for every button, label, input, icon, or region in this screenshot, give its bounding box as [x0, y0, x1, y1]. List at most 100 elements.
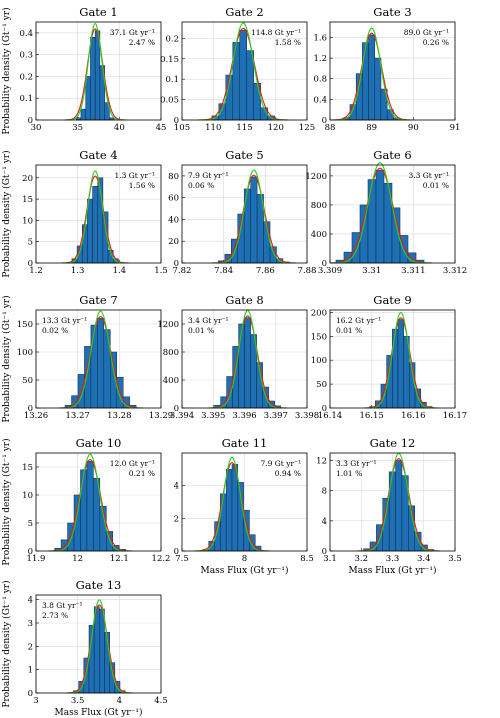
y-tick-label: 0.15: [160, 55, 179, 65]
x-tick-label: 3.312: [443, 266, 467, 276]
histogram-bar: [250, 176, 258, 264]
stats-annotation: 89.0 Gt yr⁻¹: [404, 28, 449, 37]
plot-frame: [35, 164, 162, 264]
y-tick-label: 40: [168, 215, 179, 225]
histogram-bar: [218, 103, 227, 121]
y-axis-label: Probability density (Gt⁻¹ yr): [1, 7, 12, 134]
fit-curve-green: [58, 310, 143, 409]
y-tick-label: 15: [22, 195, 33, 205]
x-tick-label: 3.395: [201, 411, 225, 421]
x-tick-label: 3.397: [264, 411, 288, 421]
x-tick-label: 1.2: [29, 266, 43, 276]
stats-annotation: 7.9 Gt yr⁻¹: [261, 459, 302, 468]
x-tick-label: 115: [236, 123, 252, 133]
y-tick-label: 800: [163, 348, 179, 358]
chart-title: Gate 12: [370, 436, 416, 450]
stats-annotation: 3.4 Gt yr⁻¹: [188, 316, 229, 325]
plot-frame: [329, 164, 456, 264]
y-tick-label: 10: [22, 216, 33, 226]
plot-frame: [35, 21, 162, 121]
y-tick-label: 12: [316, 457, 327, 467]
chart-title: Gate 4: [79, 148, 117, 162]
y-tick-label: 10: [22, 491, 33, 501]
plot-frame: [181, 164, 308, 264]
chart-panel-9: Gate 9 16.14 16.15 16.16 16.17 0 50 100 150 200 16…: [311, 293, 467, 421]
y-tick-label: 0: [174, 547, 179, 557]
chart-title: Gate 10: [76, 436, 122, 450]
y-tick-label: 0.4: [313, 95, 327, 105]
plot-frame: [329, 21, 456, 121]
x-tick-label: 40: [114, 123, 125, 133]
y-tick-label: 0: [174, 404, 179, 414]
chart-title: Gate 9: [373, 293, 411, 307]
y-tick-label: 100: [311, 356, 327, 366]
chart-panel-2: Gate 2 105 110 115 120 125 0 0.05 0.1 0.15 0.2 114.…: [160, 5, 315, 133]
chart-panel-3: Gate 3 88 89 90 91 0 0.4 0.8 1.2 1.6 89.0 Gt yr⁻¹0…: [313, 5, 460, 133]
y-tick-label: 50: [316, 380, 327, 390]
histogram-bar: [85, 76, 91, 121]
histogram-bar: [244, 317, 251, 409]
y-axis-label: Probability density (Gt⁻¹ yr): [1, 580, 12, 707]
x-axis-label: Mass Flux (Gt yr⁻¹): [201, 565, 289, 576]
chart-title: Gate 6: [373, 148, 411, 162]
stats-annotation: 0.21 %: [129, 469, 155, 478]
y-tick-label: 0.1: [165, 75, 179, 85]
x-tick-label: 105: [174, 123, 190, 133]
x-tick-label: 3.3: [386, 554, 400, 564]
y-tick-label: 2: [174, 514, 179, 524]
chart-panel-1: Gate 1 30 35 40 45 0 0.1 0.2 0.3 0.4 37.1 Gt yr⁻¹2…: [19, 5, 166, 133]
histogram-bar: [97, 318, 105, 409]
stats-annotation: 2.47 %: [129, 38, 155, 47]
y-tick-label: 20: [168, 237, 179, 247]
chart-panel-8: Gate 8 3.394 3.395 3.396 3.397 3.398 0 400 800 12…: [157, 293, 319, 421]
x-tick-label: 11.9: [27, 554, 46, 564]
histogram-bar: [93, 606, 100, 694]
stats-annotation: 0.06 %: [188, 181, 214, 190]
y-tick-label: 80: [168, 172, 179, 182]
y-tick-label: 0: [322, 259, 327, 269]
fit-curve-green: [48, 453, 132, 552]
x-tick-label: 91: [450, 123, 461, 133]
plot-frame: [181, 21, 308, 121]
x-tick-label: 16.17: [443, 411, 467, 421]
y-tick-label: 0: [28, 404, 33, 414]
fit-curve-green: [65, 599, 133, 694]
y-tick-label: 0: [174, 116, 179, 126]
histogram-bar: [239, 29, 247, 121]
stats-annotation: 1.01 %: [336, 469, 362, 478]
histogram-bar: [86, 461, 94, 552]
histogram-bar: [395, 460, 403, 552]
y-tick-label: 0.1: [19, 94, 33, 104]
stats-annotation: 0.94 %: [275, 469, 301, 478]
chart-panel-10: Gate 10 11.9 12 12.1 12.2 0 5 10 15 12.0 Gt yr⁻¹0…: [22, 436, 170, 564]
fit-curve-green: [198, 22, 289, 121]
fit-curve-red: [48, 459, 132, 552]
x-tick-label: 3.31: [362, 266, 381, 276]
x-tick-label: 3.1: [323, 554, 337, 564]
histogram-bar: [374, 57, 382, 121]
histogram-bar: [92, 186, 99, 264]
x-axis-label: Mass Flux (Gt yr⁻¹): [349, 565, 437, 576]
chart-title: Gate 13: [76, 578, 122, 592]
x-tick-label: 13.27: [65, 411, 89, 421]
y-tick-label: 100: [17, 348, 33, 358]
histogram-bar: [99, 608, 105, 694]
x-tick-label: 4: [117, 696, 122, 706]
y-tick-label: 0: [322, 116, 327, 126]
x-tick-label: 13.28: [107, 411, 131, 421]
histogram-bar: [362, 42, 369, 121]
x-tick-label: 3.309: [318, 266, 342, 276]
plot-frame: [35, 452, 162, 552]
fit-curve-green: [364, 311, 438, 409]
stats-annotation: 1.58 %: [275, 38, 301, 47]
fit-curve-green: [212, 169, 296, 264]
y-tick-label: 4: [28, 596, 33, 606]
fit-curve-red: [208, 315, 287, 409]
stats-annotation: 1.3 Gt yr⁻¹: [115, 171, 156, 180]
y-tick-label: 1200: [305, 172, 327, 182]
plot-frame: [329, 309, 456, 409]
chart-title: Gate 8: [225, 293, 263, 307]
x-tick-label: 7.84: [214, 266, 233, 276]
x-tick-label: 110: [205, 123, 221, 133]
